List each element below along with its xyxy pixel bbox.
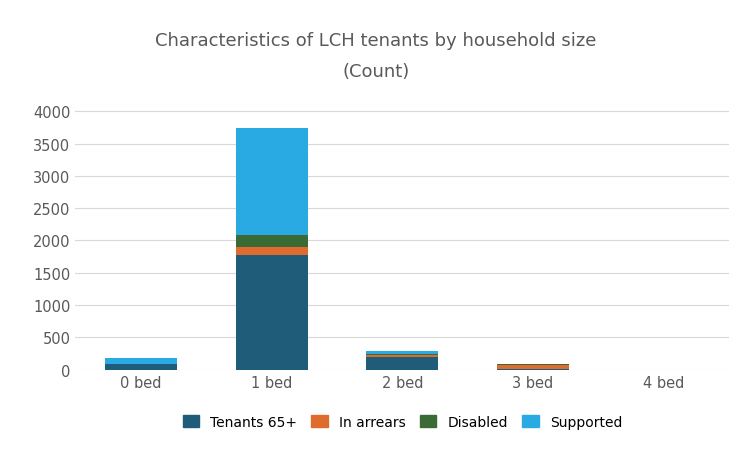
Legend: Tenants 65+, In arrears, Disabled, Supported: Tenants 65+, In arrears, Disabled, Suppo… <box>177 409 628 434</box>
Bar <box>235 235 308 248</box>
Bar <box>497 365 569 369</box>
Bar <box>105 365 177 370</box>
Bar <box>235 248 308 255</box>
Bar <box>366 357 438 370</box>
Bar <box>105 358 177 364</box>
Bar <box>366 354 438 356</box>
Bar <box>105 364 177 365</box>
Bar <box>497 369 569 370</box>
Text: Characteristics of LCH tenants by household size: Characteristics of LCH tenants by househ… <box>156 32 596 50</box>
Bar <box>235 255 308 370</box>
Bar <box>497 364 569 365</box>
Bar <box>366 356 438 357</box>
Bar <box>235 129 308 235</box>
Bar <box>366 351 438 354</box>
Text: (Count): (Count) <box>342 63 410 81</box>
